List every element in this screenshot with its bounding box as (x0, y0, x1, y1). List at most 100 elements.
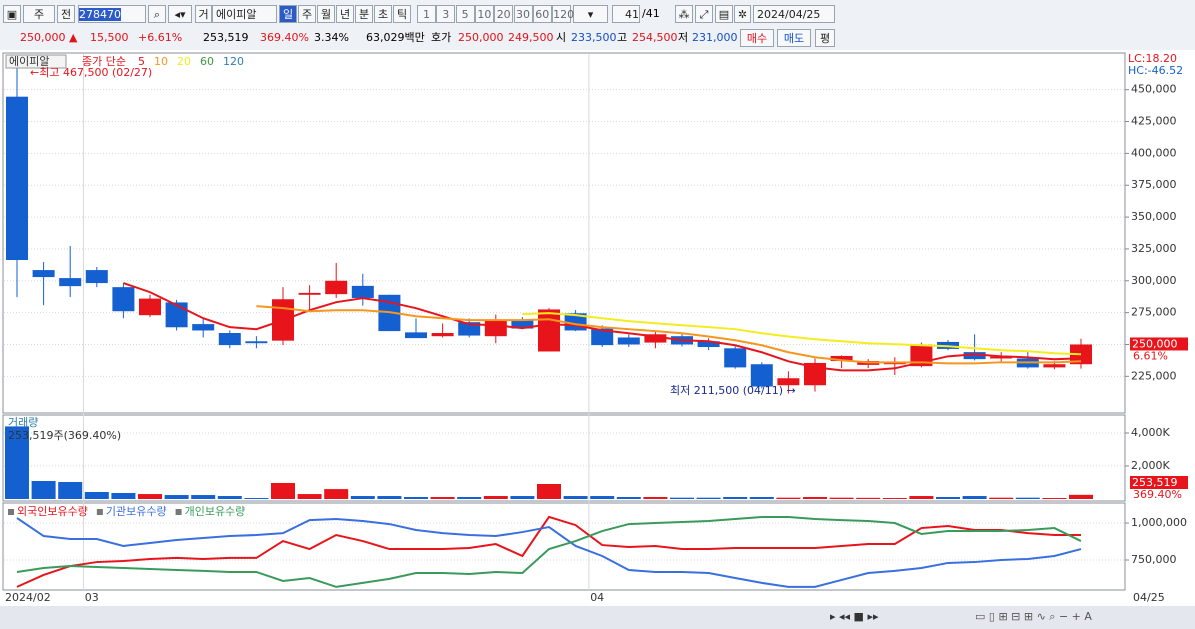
last-date: 04/25 (1133, 591, 1165, 604)
legend-swatch (96, 509, 103, 515)
y-tick-label: 225,000 (1131, 369, 1177, 382)
low: 231,000 (692, 31, 738, 44)
volume-bar (217, 496, 242, 499)
volume-bar (297, 494, 322, 499)
code-text: 278470 (79, 8, 121, 21)
legend-entry: 5 (138, 55, 145, 68)
open-label: 시 (556, 31, 567, 44)
name-field[interactable]: 에이피알 (212, 5, 277, 23)
y-tick-label: 1,000,000 (1131, 516, 1187, 529)
volume-bar (191, 495, 216, 499)
count-total: /41 (642, 7, 660, 20)
volume-pct: 369.40% (260, 31, 309, 44)
volume-bar (749, 497, 774, 499)
y-tick-label: 400,000 (1131, 146, 1177, 159)
number-button[interactable]: 1 (417, 5, 436, 23)
candle-body (777, 378, 800, 386)
scroll-bar[interactable] (0, 606, 1195, 629)
interval-button[interactable]: 월 (317, 5, 335, 23)
scroll-controls[interactable]: ▸ ◂◂ ■ ▸▸ (830, 610, 879, 623)
save-icon[interactable]: ▤ (715, 5, 733, 23)
volume-bar (1069, 494, 1093, 499)
candle-body (85, 270, 108, 284)
series-line (522, 312, 1082, 356)
interval-button[interactable]: 년 (336, 5, 354, 23)
volume-bar (856, 497, 881, 499)
tool-icon[interactable]: ⤢ (695, 5, 713, 23)
change: 15,500 (90, 31, 129, 44)
bid-label: 호가 (431, 31, 452, 44)
mode-button[interactable]: 거 (195, 5, 212, 23)
period-select[interactable]: 주 (23, 5, 55, 23)
volume-bar (244, 498, 269, 499)
settings-icon[interactable]: ✲ (734, 5, 751, 23)
dropdown[interactable]: ▾ (573, 5, 608, 23)
legend-entry: 외국인보유수량 (17, 505, 88, 518)
number-button[interactable]: 30 (513, 5, 533, 23)
volume-bar (111, 492, 136, 499)
interval-button[interactable]: 일 (279, 5, 297, 23)
legend-title: 에이피알 (9, 54, 49, 68)
sell-button[interactable]: 매도 (777, 29, 811, 47)
prev-button[interactable]: 전 (57, 5, 75, 23)
number-button[interactable]: 120 (552, 5, 574, 23)
volume-bar (537, 483, 561, 499)
date-input[interactable]: 2024/04/25 (753, 5, 835, 23)
avg-button[interactable]: 평 (815, 29, 835, 47)
number-button[interactable]: 3 (436, 5, 456, 23)
count-input[interactable]: 41 (612, 5, 640, 23)
y-tick-label: 325,000 (1131, 242, 1177, 255)
legend-entry: 120 (223, 55, 244, 68)
y-tick-label: 450,000 (1131, 83, 1177, 96)
price-label: 250,000 (1132, 337, 1178, 350)
price-panel (2, 52, 1126, 414)
interval-button[interactable]: 초 (374, 5, 392, 23)
tool-icon[interactable]: ⁂ (675, 5, 693, 23)
candle-body (59, 278, 82, 287)
volume-bar (829, 497, 854, 499)
candle-body (325, 280, 348, 295)
volume-panel (2, 414, 1126, 502)
volume-bar (84, 492, 109, 499)
interval-button[interactable]: 주 (298, 5, 316, 23)
volume-bar (1015, 497, 1040, 499)
price-box (1130, 337, 1188, 351)
candle-body (724, 348, 747, 368)
interval-button[interactable]: 분 (355, 5, 373, 23)
panel-title: 거래량 (8, 416, 38, 429)
menu-icon[interactable]: ▣ (3, 5, 21, 23)
candle-body (218, 333, 241, 346)
candle-body (458, 322, 481, 336)
volume-bar (271, 482, 295, 499)
volume-bar (616, 497, 641, 499)
toolbar: ▣ 주 전 278470 ⌕ ◂▾ 거 에이피알 ▾ 41 /41 ⁂ ⤢ ▤ … (0, 0, 1195, 50)
search-button[interactable]: ⌕ (148, 5, 166, 23)
volume-bar (483, 496, 508, 499)
legend-entry: 기관보유수량 (106, 505, 167, 518)
volume-bar (643, 497, 668, 499)
candle-body (511, 320, 534, 329)
candle-body (591, 328, 614, 346)
x-tick-label: 2024/02 (5, 591, 51, 604)
volume-bar (31, 481, 56, 499)
annotation: ←최고 467,500 (02/27) (30, 66, 152, 79)
candle-body (139, 298, 161, 316)
number-button[interactable]: 10 (474, 5, 494, 23)
volume-bar (563, 496, 588, 499)
code-input[interactable]: 278470 (78, 5, 146, 23)
volume-bar (5, 426, 29, 499)
sound-button[interactable]: ◂▾ (168, 5, 192, 23)
volume-bar (164, 495, 189, 499)
number-button[interactable]: 20 (494, 5, 514, 23)
number-button[interactable]: 5 (455, 5, 475, 23)
tool-icons[interactable]: ▭ ▯ ⊞ ⊟ ⊞ ∿ ⌕ − + A (975, 610, 1092, 623)
volume-bar (350, 496, 375, 499)
interval-button[interactable]: 틱 (393, 5, 411, 23)
buy-button[interactable]: 매수 (740, 29, 774, 47)
number-button[interactable]: 60 (532, 5, 552, 23)
volume-bar (58, 482, 83, 499)
volume-bar (776, 497, 801, 499)
candle-body (245, 341, 268, 344)
legend-entry: 개인보유수량 (185, 505, 246, 518)
legend-entry: 20 (177, 55, 191, 68)
